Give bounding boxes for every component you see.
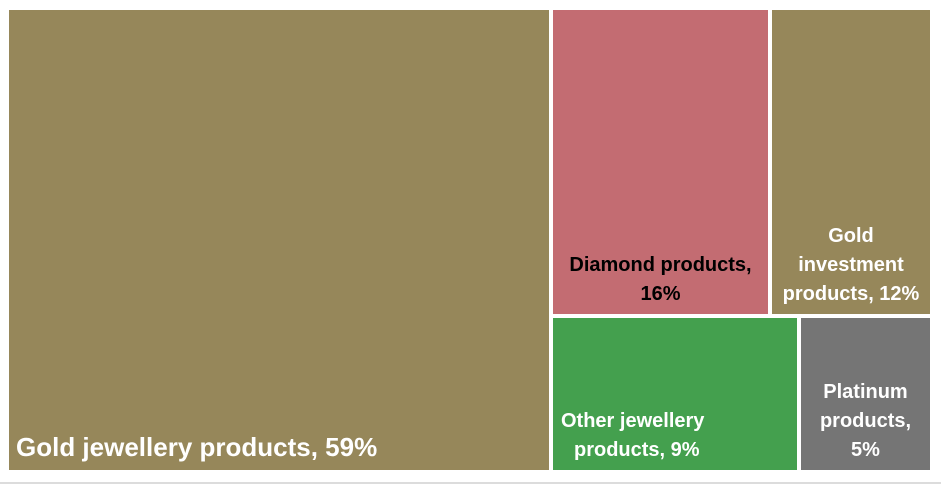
label-line: 16%	[640, 283, 681, 305]
tile-label-platinum: Platinum products, 5%	[801, 378, 930, 470]
tile-label-diamond: Diamond products, 16%	[553, 251, 768, 314]
tile-gold-investment: Gold investment products, 12%	[772, 10, 930, 314]
bottom-divider	[0, 482, 941, 484]
tile-diamond: Diamond products, 16%	[553, 10, 768, 314]
label-line: Gold	[828, 225, 874, 247]
label-line: Other jewellery	[561, 410, 705, 432]
tile-label-gold-jewellery: Gold jewellery products, 59%	[16, 432, 378, 462]
label-line: investment	[798, 254, 904, 276]
tile-platinum: Platinum products, 5%	[801, 318, 930, 470]
label-line: Diamond products,	[569, 254, 752, 276]
tile-gold-jewellery: Gold jewellery products, 59%	[9, 10, 549, 470]
label-line: products,	[819, 410, 912, 432]
label-line: Platinum	[823, 381, 908, 403]
tile-label-other-jewellery: Other jewellery products, 9%	[553, 407, 797, 470]
label-line: products, 9%	[574, 439, 700, 461]
tile-other-jewellery: Other jewellery products, 9%	[553, 318, 797, 470]
tile-label-gold-investment: Gold investment products, 12%	[772, 222, 930, 314]
label-line: 5%	[851, 439, 880, 461]
label-line: products, 12%	[782, 283, 920, 305]
